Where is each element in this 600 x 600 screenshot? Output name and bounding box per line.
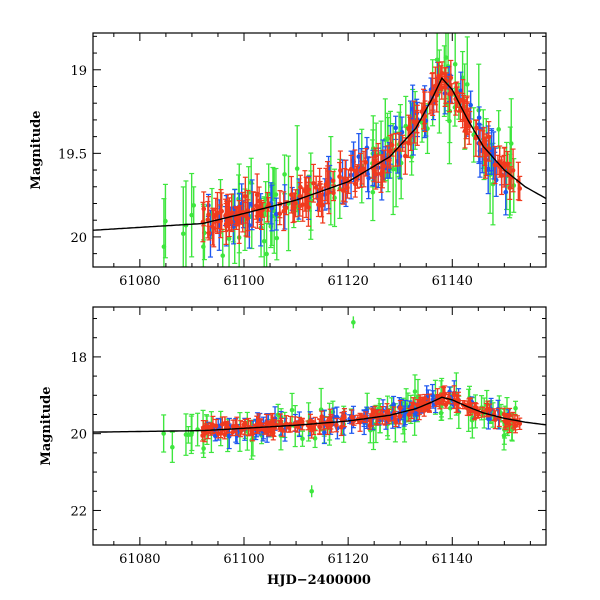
top-panel: 61080 61100 61120 61140 19 19.5 20 Magnitude (29, 32, 547, 289)
data-point-red (214, 191, 220, 235)
data-point-red (472, 402, 478, 419)
data-point-red (323, 167, 329, 202)
bottom-axis-ticks: 61080 61100 61120 61140 18 20 22 (70, 307, 546, 567)
data-point-red (510, 148, 516, 193)
data-point-red (373, 158, 379, 190)
data-point-green (496, 110, 502, 149)
x-tick-label: 61080 (119, 552, 160, 567)
data-point-green (162, 183, 168, 259)
data-point-red (512, 413, 518, 431)
data-point-red (320, 186, 326, 224)
data-point-blue (273, 197, 279, 231)
data-point-red (482, 137, 488, 166)
data-point-red (218, 188, 224, 233)
data-point-green (169, 431, 175, 463)
data-point-red (434, 77, 440, 113)
data-point-red (330, 184, 336, 202)
data-point-red (205, 424, 211, 440)
data-point-red (313, 175, 319, 200)
data-point-red (517, 417, 523, 430)
data-point-red (316, 418, 322, 435)
top-plot-frame (92, 32, 547, 268)
data-point-green (390, 123, 396, 216)
data-point-red (210, 207, 216, 246)
bottom-y-axis-label: Magnitude (39, 386, 54, 465)
data-point-red (293, 189, 299, 218)
data-point-red (384, 403, 390, 421)
data-point-red (386, 151, 392, 169)
x-tick-label: 61140 (432, 552, 473, 567)
x-tick-label: 61120 (327, 274, 368, 289)
data-point-red (381, 149, 387, 183)
data-point-red (281, 191, 287, 232)
y-tick-label: 20 (70, 231, 87, 246)
data-point-green (195, 412, 201, 447)
data-point-red (245, 199, 251, 238)
data-point-red (487, 403, 493, 417)
data-point-red (270, 416, 276, 432)
data-point-red (253, 191, 259, 220)
data-point-red (439, 75, 445, 100)
data-point-red (205, 200, 211, 239)
data-point-green (308, 170, 314, 231)
data-point-red (236, 200, 242, 245)
data-point-red (389, 133, 395, 157)
data-point-green (294, 125, 300, 213)
data-point-green (398, 126, 404, 200)
top-model-curve (93, 76, 546, 231)
bottom-plot-frame (92, 306, 547, 546)
bottom-panel: 61080 61100 61120 61140 18 20 22 Magnitude HJD… (39, 306, 547, 588)
data-point-red (326, 170, 332, 215)
data-point-green (183, 413, 189, 456)
x-axis-label: HJD−2400000 (267, 573, 371, 588)
data-point-red (232, 419, 238, 434)
data-point-green (161, 414, 167, 453)
data-point-red (369, 407, 375, 427)
data-point-green (299, 430, 305, 447)
data-point-red (210, 415, 216, 435)
data-point-red (477, 129, 483, 158)
top-y-axis-label: Magnitude (29, 110, 44, 189)
data-point-blue (366, 156, 372, 200)
bottom-model-curve (93, 396, 546, 433)
data-point-red (464, 400, 470, 416)
data-point-red (358, 152, 364, 188)
y-tick-label: 19 (70, 64, 87, 79)
data-point-red (502, 414, 508, 429)
data-point-red (223, 202, 229, 245)
data-point-red (308, 421, 314, 433)
data-point-red (507, 407, 513, 423)
top-data-points (161, 33, 523, 267)
data-point-red (286, 422, 292, 433)
outlier-point (351, 316, 356, 329)
data-point-red (250, 191, 256, 228)
x-tick-label: 61100 (223, 552, 264, 567)
data-point-red (256, 186, 262, 216)
data-point-red (310, 163, 316, 203)
x-tick-label: 61140 (432, 274, 473, 289)
data-point-red (352, 149, 358, 193)
data-point-red (349, 409, 355, 425)
data-point-green (424, 103, 430, 155)
x-tick-label: 61100 (223, 274, 264, 289)
data-point-green (180, 186, 186, 267)
x-tick-label: 61120 (327, 552, 368, 567)
y-tick-label: 18 (70, 351, 87, 366)
y-tick-label: 22 (70, 504, 87, 519)
data-point-green (189, 413, 195, 452)
y-tick-label: 19.5 (58, 147, 87, 162)
outlier-point (309, 485, 314, 498)
data-point-red (257, 418, 263, 431)
y-tick-label: 20 (70, 428, 87, 443)
data-point-red (453, 393, 459, 413)
data-point-red (337, 161, 343, 192)
x-tick-label: 61080 (119, 274, 160, 289)
data-point-blue (468, 90, 474, 120)
top-axis-ticks: 61080 61100 61120 61140 19 19.5 20 (58, 33, 546, 289)
data-point-red (339, 412, 345, 427)
data-point-red (288, 175, 294, 214)
data-point-red (333, 417, 339, 433)
